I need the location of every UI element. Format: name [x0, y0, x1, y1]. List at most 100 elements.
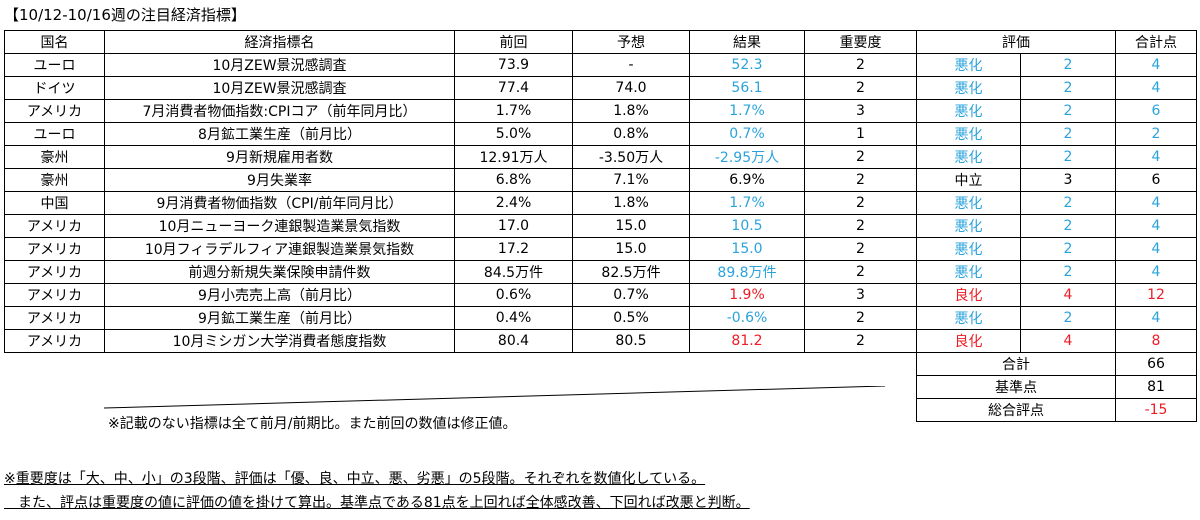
- result-cell: 89.8万件: [689, 260, 805, 284]
- note-area: [4, 352, 917, 422]
- base-value: 81: [1115, 375, 1197, 399]
- forecast-cell: 0.7%: [572, 283, 690, 307]
- country-cell: 豪州: [4, 168, 105, 192]
- score-value: -15: [1115, 398, 1197, 422]
- forecast-cell: -: [572, 53, 690, 77]
- forecast-cell: 80.5: [572, 329, 690, 353]
- result-cell: 52.3: [689, 53, 805, 77]
- result-cell: -0.6%: [689, 306, 805, 330]
- sum-value: 66: [1115, 352, 1197, 376]
- indicator-cell: 8月鉱工業生産（前月比）: [104, 122, 455, 146]
- rating-value-cell: 2: [1020, 191, 1116, 215]
- table-row: アメリカ 9月鉱工業生産（前月比） 0.4% 0.5% -0.6% 2 悪化 2 4: [4, 306, 1197, 330]
- result-cell: 10.5: [689, 214, 805, 238]
- total-cell: 6: [1115, 99, 1197, 123]
- importance-cell: 3: [804, 283, 917, 307]
- country-cell: アメリカ: [4, 329, 105, 353]
- importance-cell: 2: [804, 145, 917, 169]
- table-row: ドイツ 10月ZEW景況感調査 77.4 74.0 56.1 2 悪化 2 4: [4, 76, 1197, 100]
- diagonal-line: [104, 386, 886, 409]
- forecast-cell: 15.0: [572, 214, 690, 238]
- base-label: 基準点: [916, 375, 1116, 399]
- table-row: アメリカ 前週分新規失業保険申請件数 84.5万件 82.5万件 89.8万件 2 悪化 2 4: [4, 260, 1197, 284]
- indicator-cell: 10月ZEW景況感調査: [104, 76, 455, 100]
- forecast-cell: 0.8%: [572, 122, 690, 146]
- previous-cell: 1.7%: [454, 99, 573, 123]
- header-rating: 評価: [916, 30, 1116, 54]
- result-cell: 56.1: [689, 76, 805, 100]
- total-cell: 4: [1115, 145, 1197, 169]
- rating-value-cell: 2: [1020, 214, 1116, 238]
- rating-cell: 良化: [916, 329, 1021, 353]
- rating-value-cell: 2: [1020, 260, 1116, 284]
- rating-cell: 悪化: [916, 99, 1021, 123]
- score-label: 総合評点: [916, 398, 1116, 422]
- importance-cell: 2: [804, 329, 917, 353]
- header-total: 合計点: [1115, 30, 1197, 54]
- indicator-cell: 10月フィラデルフィア連銀製造業景気指数: [104, 237, 455, 261]
- previous-cell: 17.0: [454, 214, 573, 238]
- importance-cell: 2: [804, 214, 917, 238]
- importance-cell: 2: [804, 306, 917, 330]
- previous-cell: 6.8%: [454, 168, 573, 192]
- rating-cell: 中立: [916, 168, 1021, 192]
- total-cell: 4: [1115, 260, 1197, 284]
- header-result: 結果: [689, 30, 805, 54]
- sum-label: 合計: [916, 352, 1116, 376]
- result-cell: 1.9%: [689, 283, 805, 307]
- forecast-cell: 1.8%: [572, 191, 690, 215]
- rating-value-cell: 2: [1020, 122, 1116, 146]
- indicator-cell: 前週分新規失業保険申請件数: [104, 260, 455, 284]
- table-header-row: 国名 経済指標名 前回 予想 結果 重要度 評価 合計点: [4, 30, 1197, 54]
- table-row: 中国 9月消費者物価指数（CPI/前年同月比） 2.4% 1.8% 1.7% 2 悪化 2 4: [4, 191, 1197, 215]
- total-cell: 2: [1115, 122, 1197, 146]
- header-country: 国名: [4, 30, 105, 54]
- indicator-cell: 9月鉱工業生産（前月比）: [104, 306, 455, 330]
- table-row: アメリカ 10月ミシガン大学消費者態度指数 80.4 80.5 81.2 2 良化 4 8: [4, 329, 1197, 353]
- indicator-cell: 7月消費者物価指数:CPIコア（前年同月比）: [104, 99, 455, 123]
- rating-cell: 悪化: [916, 145, 1021, 169]
- forecast-cell: 1.8%: [572, 99, 690, 123]
- indicator-cell: 10月ミシガン大学消費者態度指数: [104, 329, 455, 353]
- importance-cell: 2: [804, 191, 917, 215]
- indicator-cell: 10月ニューヨーク連銀製造業景気指数: [104, 214, 455, 238]
- forecast-cell: 0.5%: [572, 306, 690, 330]
- result-cell: 6.9%: [689, 168, 805, 192]
- rating-cell: 悪化: [916, 306, 1021, 330]
- result-cell: 1.7%: [689, 191, 805, 215]
- importance-cell: 2: [804, 168, 917, 192]
- table-row: アメリカ 7月消費者物価指数:CPIコア（前年同月比） 1.7% 1.8% 1.7% 3 悪…: [4, 99, 1197, 123]
- rating-cell: 悪化: [916, 53, 1021, 77]
- indicator-cell: 10月ZEW景況感調査: [104, 53, 455, 77]
- total-cell: 4: [1115, 53, 1197, 77]
- country-cell: アメリカ: [4, 237, 105, 261]
- header-importance: 重要度: [804, 30, 917, 54]
- indicator-cell: 9月失業率: [104, 168, 455, 192]
- importance-cell: 1: [804, 122, 917, 146]
- country-cell: ユーロ: [4, 53, 105, 77]
- header-forecast: 予想: [572, 30, 690, 54]
- header-previous: 前回: [454, 30, 573, 54]
- result-cell: 15.0: [689, 237, 805, 261]
- previous-cell: 73.9: [454, 53, 573, 77]
- rating-cell: 悪化: [916, 122, 1021, 146]
- rating-cell: 良化: [916, 283, 1021, 307]
- country-cell: アメリカ: [4, 283, 105, 307]
- previous-cell: 2.4%: [454, 191, 573, 215]
- country-cell: アメリカ: [4, 260, 105, 284]
- importance-cell: 2: [804, 53, 917, 77]
- table-row: 豪州 9月新規雇用者数 12.91万人 -3.50万人 -2.95万人 2 悪化 2 4: [4, 145, 1197, 169]
- total-cell: 4: [1115, 237, 1197, 261]
- importance-cell: 3: [804, 99, 917, 123]
- forecast-cell: 74.0: [572, 76, 690, 100]
- importance-cell: 2: [804, 260, 917, 284]
- table-row: アメリカ 10月フィラデルフィア連銀製造業景気指数 17.2 15.0 15.0 2 悪化 2…: [4, 237, 1197, 261]
- importance-cell: 2: [804, 237, 917, 261]
- forecast-cell: 7.1%: [572, 168, 690, 192]
- total-cell: 8: [1115, 329, 1197, 353]
- country-cell: アメリカ: [4, 214, 105, 238]
- rating-value-cell: 2: [1020, 145, 1116, 169]
- header-indicator: 経済指標名: [104, 30, 455, 54]
- summary-row-score: 総合評点 -15: [5, 398, 1197, 422]
- indicator-cell: 9月新規雇用者数: [104, 145, 455, 169]
